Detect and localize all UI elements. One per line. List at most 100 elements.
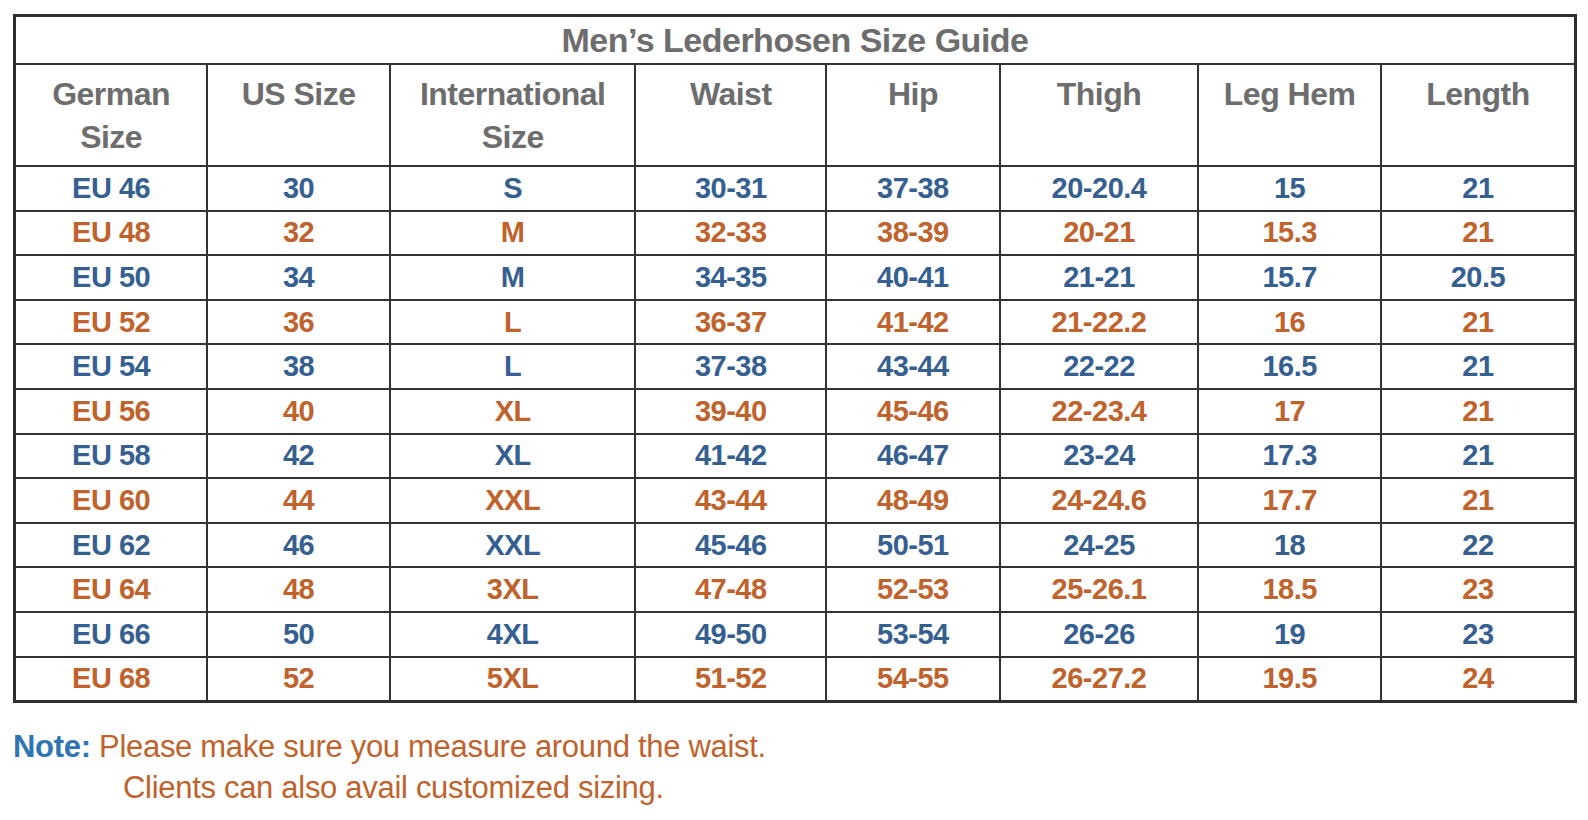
table-cell: EU 56: [15, 389, 208, 434]
table-cell: 49-50: [635, 612, 826, 657]
table-cell: 19: [1198, 612, 1381, 657]
table-cell: 32-33: [635, 211, 826, 256]
size-guide-image: Men’s Lederhosen Size Guide German SizeU…: [0, 0, 1588, 820]
table-cell: EU 66: [15, 612, 208, 657]
table-cell: 5XL: [390, 657, 636, 702]
table-cell: 20.5: [1381, 255, 1576, 300]
table-cell: 24-24.6: [1000, 478, 1199, 523]
table-cell: 21-21: [1000, 255, 1199, 300]
table-cell: S: [390, 166, 636, 211]
table-cell: 53-54: [826, 612, 1000, 657]
table-cell: 3XL: [390, 567, 636, 612]
table-cell: 48-49: [826, 478, 1000, 523]
table-cell: EU 60: [15, 478, 208, 523]
table-cell: EU 54: [15, 344, 208, 389]
note-line-2: Clients can also avail customized sizing…: [13, 767, 1573, 808]
table-cell: EU 58: [15, 434, 208, 479]
table-cell: 22: [1381, 523, 1576, 568]
table-cell: 25-26.1: [1000, 567, 1199, 612]
table-cell: 38-39: [826, 211, 1000, 256]
table-cell: 34: [207, 255, 390, 300]
table-cell: 50-51: [826, 523, 1000, 568]
table-cell: 36-37: [635, 300, 826, 345]
table-cell: 21: [1381, 389, 1576, 434]
table-cell: 23: [1381, 567, 1576, 612]
table-cell: 18.5: [1198, 567, 1381, 612]
table-cell: 42: [207, 434, 390, 479]
table-cell: 38: [207, 344, 390, 389]
table-cell: 15: [1198, 166, 1381, 211]
column-header-length: Length: [1381, 64, 1576, 166]
table-cell: 43-44: [826, 344, 1000, 389]
table-cell: 54-55: [826, 657, 1000, 702]
table-row: EU 4630S30-3137-3820-20.41521: [15, 166, 1576, 211]
table-title-row: Men’s Lederhosen Size Guide: [15, 16, 1576, 65]
table-cell: 24: [1381, 657, 1576, 702]
table-cell: XXL: [390, 478, 636, 523]
table-cell: EU 68: [15, 657, 208, 702]
table-cell: 21: [1381, 211, 1576, 256]
table-cell: 46-47: [826, 434, 1000, 479]
table-row: EU 5842XL41-4246-4723-2417.321: [15, 434, 1576, 479]
table-row: EU 5236L36-3741-4221-22.21621: [15, 300, 1576, 345]
table-cell: EU 52: [15, 300, 208, 345]
table-row: EU 5640XL39-4045-4622-23.41721: [15, 389, 1576, 434]
table-cell: 43-44: [635, 478, 826, 523]
table-cell: 30: [207, 166, 390, 211]
table-cell: 47-48: [635, 567, 826, 612]
table-cell: 26-27.2: [1000, 657, 1199, 702]
table-cell: L: [390, 344, 636, 389]
table-cell: 41-42: [826, 300, 1000, 345]
table-header-row: German SizeUS SizeInternational SizeWais…: [15, 64, 1576, 166]
column-header-german-size: German Size: [15, 64, 208, 166]
note-section: Note: Please make sure you measure aroun…: [13, 726, 1573, 808]
table-cell: EU 62: [15, 523, 208, 568]
table-cell: EU 46: [15, 166, 208, 211]
table-cell: 21: [1381, 478, 1576, 523]
table-cell: 34-35: [635, 255, 826, 300]
note-line-1: Please make sure you measure around the …: [99, 729, 766, 764]
table-cell: 24-25: [1000, 523, 1199, 568]
table-cell: M: [390, 211, 636, 256]
table-row: EU 6044XXL43-4448-4924-24.617.721: [15, 478, 1576, 523]
table-cell: 30-31: [635, 166, 826, 211]
table-cell: 15.7: [1198, 255, 1381, 300]
table-cell: 36: [207, 300, 390, 345]
size-guide-table: Men’s Lederhosen Size Guide German SizeU…: [13, 14, 1577, 703]
table-cell: 52-53: [826, 567, 1000, 612]
table-cell: 41-42: [635, 434, 826, 479]
table-cell: 21: [1381, 434, 1576, 479]
table-cell: 37-38: [826, 166, 1000, 211]
table-row: EU 5438L37-3843-4422-2216.521: [15, 344, 1576, 389]
table-cell: 16: [1198, 300, 1381, 345]
note-label: Note:: [13, 729, 91, 764]
table-cell: XL: [390, 434, 636, 479]
table-cell: 45-46: [635, 523, 826, 568]
table-cell: 48: [207, 567, 390, 612]
table-cell: 22-22: [1000, 344, 1199, 389]
table-cell: 23: [1381, 612, 1576, 657]
table-cell: XL: [390, 389, 636, 434]
table-cell: 16.5: [1198, 344, 1381, 389]
table-cell: 23-24: [1000, 434, 1199, 479]
table-cell: 40-41: [826, 255, 1000, 300]
table-cell: 17: [1198, 389, 1381, 434]
column-header-international-size: International Size: [390, 64, 636, 166]
table-cell: 32: [207, 211, 390, 256]
table-cell: 21: [1381, 300, 1576, 345]
table-cell: EU 64: [15, 567, 208, 612]
table-row: EU 66504XL49-5053-5426-261923: [15, 612, 1576, 657]
table-cell: 46: [207, 523, 390, 568]
table-row: EU 68525XL51-5254-5526-27.219.524: [15, 657, 1576, 702]
column-header-us-size: US Size: [207, 64, 390, 166]
table-cell: 17.3: [1198, 434, 1381, 479]
column-header-hip: Hip: [826, 64, 1000, 166]
table-cell: 21: [1381, 344, 1576, 389]
table-cell: 20-21: [1000, 211, 1199, 256]
table-cell: 45-46: [826, 389, 1000, 434]
table-cell: 21: [1381, 166, 1576, 211]
table-cell: 20-20.4: [1000, 166, 1199, 211]
table-cell: 39-40: [635, 389, 826, 434]
table-cell: L: [390, 300, 636, 345]
table-cell: 44: [207, 478, 390, 523]
